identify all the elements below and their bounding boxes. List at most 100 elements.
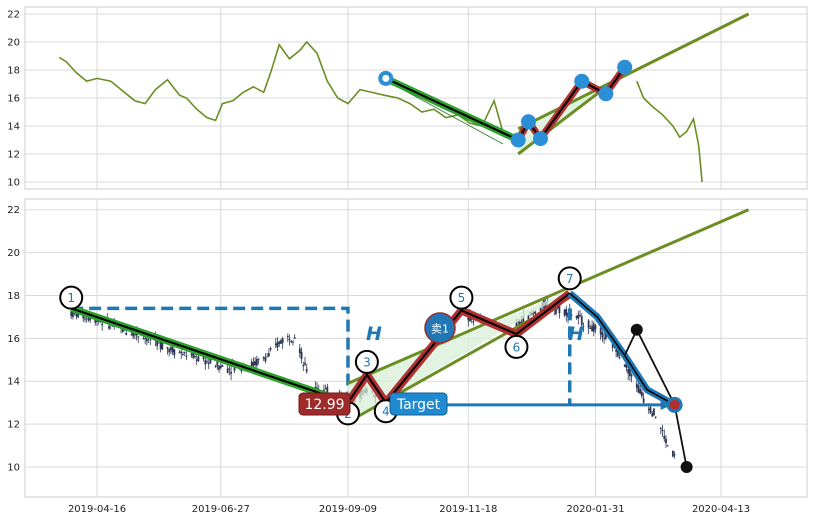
candle-body	[218, 365, 220, 370]
candle-body	[565, 308, 568, 316]
candle-body	[168, 349, 171, 353]
candle-body	[661, 430, 664, 432]
candle-body	[515, 323, 518, 327]
candle-body	[539, 306, 542, 311]
y-tick-label: 22	[7, 205, 20, 216]
candle-body	[527, 314, 530, 320]
target-label-box	[389, 392, 448, 416]
candle-body	[575, 315, 578, 319]
candle-body	[654, 416, 657, 418]
x-tick-label: 2020-01-31	[566, 504, 624, 515]
candle-body	[290, 341, 293, 343]
candle-body	[555, 308, 557, 314]
channel-upper-line	[517, 12, 750, 131]
candle-body	[281, 338, 284, 343]
price-label-box	[298, 392, 351, 416]
candle-body	[268, 353, 270, 357]
candle-body	[292, 341, 294, 343]
candle-body	[130, 334, 133, 336]
candle-body	[594, 325, 597, 330]
candle-body	[298, 348, 301, 354]
candle-body	[591, 325, 593, 332]
candle-body	[84, 318, 86, 320]
wave-marker	[449, 285, 474, 310]
candle-body	[254, 361, 257, 365]
y-tick-label: 12	[7, 150, 20, 161]
candle-body	[178, 352, 181, 354]
candle-body	[142, 338, 145, 340]
candle-body	[185, 355, 188, 357]
wave-marker	[354, 349, 379, 374]
candle-body	[77, 311, 79, 318]
candle-body	[159, 341, 162, 350]
candle-body	[190, 353, 193, 356]
wave-label: 5	[458, 291, 466, 305]
candle-body	[579, 314, 581, 316]
candle-body	[204, 360, 207, 365]
candle-body	[274, 343, 277, 346]
candle-body	[556, 307, 559, 309]
candle-body	[628, 368, 631, 376]
candle-body	[72, 309, 74, 317]
candle-body	[144, 337, 147, 339]
y-tick-label: 10	[7, 462, 20, 473]
y-tick-label: 16	[7, 94, 20, 105]
candle-body	[592, 323, 595, 332]
candle-body	[615, 349, 618, 352]
path-marker	[630, 323, 643, 336]
candle-body	[589, 327, 592, 329]
candle-body	[194, 356, 196, 358]
candle-body	[630, 374, 633, 377]
candle-body	[663, 435, 666, 439]
candle-body	[156, 338, 159, 347]
candle-body	[250, 361, 253, 366]
wave-label: 4	[382, 405, 390, 419]
plot-area	[24, 198, 808, 498]
candle-body	[171, 346, 174, 353]
candle-body	[518, 321, 521, 326]
candle-body	[202, 355, 205, 360]
wave-label: 3	[363, 355, 371, 369]
x-tick-label: 2020-04-13	[692, 504, 750, 515]
candle-body	[286, 336, 289, 338]
candle-body	[625, 362, 628, 368]
main-panel: 2019-04-16 2019-06-27 2019-09-09 2019-11-18…	[7, 198, 808, 515]
wave-marker	[504, 334, 529, 359]
candle-body	[207, 362, 210, 365]
candle-body	[618, 357, 621, 359]
candle-body	[170, 347, 172, 351]
candle-body	[293, 337, 296, 339]
candle-body	[582, 326, 585, 328]
candle-body	[101, 323, 104, 326]
candle-body	[132, 332, 134, 337]
candle-body	[580, 316, 583, 326]
sell-marker	[424, 312, 456, 344]
pointer-arrow	[385, 80, 504, 145]
candle-body	[149, 339, 152, 341]
candle-body	[197, 356, 200, 362]
candle-body	[649, 407, 652, 413]
y-tick-label: 14	[7, 377, 20, 388]
wave-label: 7	[566, 272, 574, 286]
y-tick-label: 20	[7, 38, 20, 49]
candle-body	[577, 314, 580, 319]
candle-body	[659, 428, 662, 430]
candle-body	[192, 353, 195, 359]
projection-end-marker-center	[669, 399, 680, 410]
candle-body	[563, 309, 566, 316]
candle-body	[276, 342, 279, 348]
trend-down-line	[385, 77, 519, 141]
candle-body	[75, 312, 78, 317]
candle-body	[230, 371, 232, 374]
candle-body	[206, 361, 208, 363]
y-tick-label: 18	[7, 66, 20, 77]
candle-body	[226, 368, 229, 373]
candle-body	[520, 321, 523, 323]
candle-body	[228, 368, 231, 370]
candle-body	[166, 347, 169, 349]
candle-body	[472, 321, 475, 323]
candle-body	[278, 341, 281, 345]
zigzag-point-center	[382, 74, 390, 82]
candle-body	[214, 366, 217, 368]
candle-body	[637, 385, 640, 393]
